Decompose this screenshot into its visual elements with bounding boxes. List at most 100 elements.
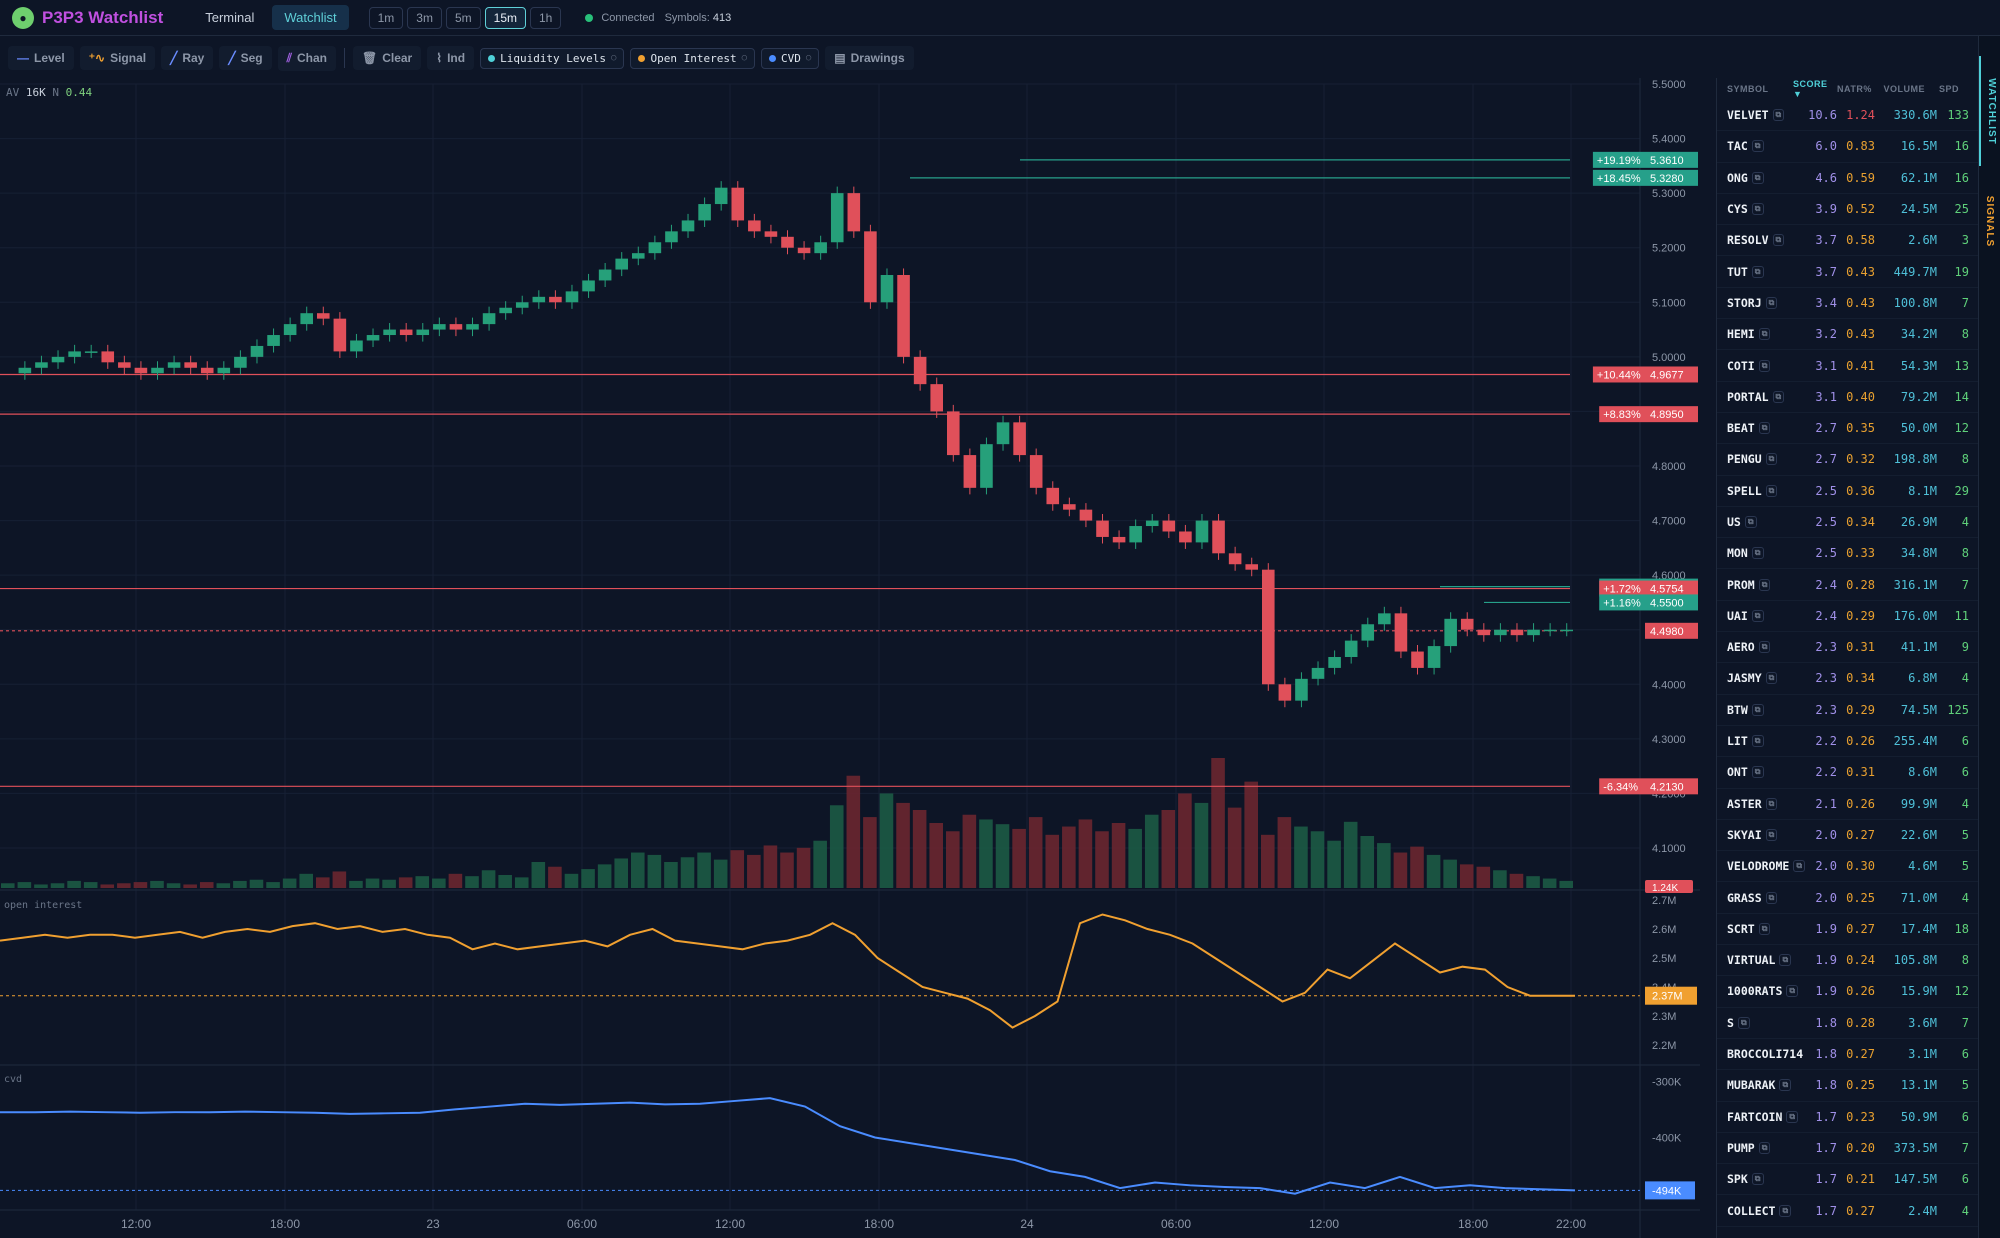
tab-watchlist-side[interactable]: WATCHLIST xyxy=(1979,56,2000,166)
copy-icon[interactable]: ⧉ xyxy=(1744,516,1757,528)
segment-tool-button[interactable]: ╱ Seg xyxy=(219,46,272,70)
copy-icon[interactable]: ⧉ xyxy=(1786,1110,1799,1123)
watchlist-row[interactable]: 1000RATS ⧉ 1.9 0.26 15.9M 12 xyxy=(1717,976,1978,1008)
watchlist-row[interactable]: COLLECT ⧉ 1.7 0.27 2.4M 4 xyxy=(1717,1195,1978,1227)
copy-icon[interactable]: ⧉ xyxy=(1758,641,1771,654)
watchlist-row[interactable]: PENGU ⧉ 2.7 0.32 198.8M 8 xyxy=(1717,444,1978,476)
drawings-button[interactable]: ▤ Drawings xyxy=(825,46,914,70)
watchlist-row[interactable]: TAC ⧉ 6.0 0.83 16.5M 16 xyxy=(1717,131,1978,163)
watchlist-row[interactable]: GRASS ⧉ 2.0 0.25 71.0M 4 xyxy=(1717,882,1978,914)
copy-icon[interactable]: ⧉ xyxy=(1737,1016,1750,1029)
copy-icon[interactable]: ⧉ xyxy=(1751,609,1764,622)
copy-icon[interactable]: ⧉ xyxy=(1751,140,1764,153)
open-interest-toggle[interactable]: Open Interest ○ xyxy=(630,47,755,69)
tab-signals-side[interactable]: SIGNALS xyxy=(1979,176,2000,266)
copy-icon[interactable]: ⧉ xyxy=(1751,265,1764,278)
copy-icon[interactable]: ⧉ xyxy=(1765,828,1778,841)
copy-icon[interactable]: ⧉ xyxy=(1772,234,1785,247)
copy-icon[interactable]: ⧉ xyxy=(1772,390,1785,403)
copy-icon[interactable]: ⧉ xyxy=(1758,328,1771,341)
level-tool-button[interactable]: — Level xyxy=(8,46,74,70)
clear-button[interactable]: 🗑︎ Clear xyxy=(352,46,422,70)
watchlist-row[interactable]: MON ⧉ 2.5 0.33 34.8M 8 xyxy=(1717,538,1978,570)
watchlist-row[interactable]: MUBARAK ⧉ 1.8 0.25 13.1M 5 xyxy=(1717,1070,1978,1102)
watchlist-row[interactable]: RESOLV ⧉ 3.7 0.58 2.6M 3 xyxy=(1717,225,1978,257)
ray-tool-button[interactable]: ╱ Ray xyxy=(161,46,214,70)
close-icon[interactable]: ○ xyxy=(611,53,617,63)
cvd-toggle[interactable]: CVD ○ xyxy=(760,47,820,69)
watchlist-row[interactable]: US ⧉ 2.5 0.34 26.9M 4 xyxy=(1717,507,1978,539)
watchlist-row[interactable]: JASMY ⧉ 2.3 0.34 6.8M 4 xyxy=(1717,663,1978,695)
timeframe-5m-button[interactable]: 5m xyxy=(445,6,481,29)
timeframe-1h-button[interactable]: 1h xyxy=(529,6,562,29)
copy-icon[interactable]: ⧉ xyxy=(1751,547,1764,560)
copy-icon[interactable]: ⧉ xyxy=(1758,578,1771,591)
timeframe-15m-button[interactable]: 15m xyxy=(484,6,526,29)
watchlist-row[interactable]: PROM ⧉ 2.4 0.28 316.1M 7 xyxy=(1717,569,1978,601)
copy-icon[interactable]: ⧉ xyxy=(1758,1141,1771,1154)
close-icon[interactable]: ○ xyxy=(805,53,812,63)
col-natr[interactable]: NATR% xyxy=(1837,84,1872,94)
timeframe-3m-button[interactable]: 3m xyxy=(407,6,442,29)
watchlist-row[interactable]: VELODROME ⧉ 2.0 0.30 4.6M 5 xyxy=(1717,851,1978,883)
copy-icon[interactable]: ⧉ xyxy=(1765,797,1778,810)
timeframe-1m-button[interactable]: 1m xyxy=(368,6,404,29)
copy-icon[interactable]: ⧉ xyxy=(1751,171,1764,184)
watchlist-row[interactable]: SKYAI ⧉ 2.0 0.27 22.6M 5 xyxy=(1717,820,1978,852)
col-symbol[interactable]: SYMBOL xyxy=(1727,84,1769,94)
liquidity-levels-toggle[interactable]: Liquidity Levels ○ xyxy=(480,47,625,69)
copy-icon[interactable]: ⧉ xyxy=(1765,891,1778,904)
watchlist-row[interactable]: AERO ⧉ 2.3 0.31 41.1M 9 xyxy=(1717,632,1978,664)
watchlist-row[interactable]: BEAT ⧉ 2.7 0.35 50.0M 12 xyxy=(1717,413,1978,445)
copy-icon[interactable]: ⧉ xyxy=(1779,954,1792,967)
tab-terminal[interactable]: Terminal xyxy=(205,10,255,25)
channel-tool-button[interactable]: ⫽ Chan xyxy=(277,45,336,71)
watchlist-row[interactable]: FARTCOIN ⧉ 1.7 0.23 50.9M 6 xyxy=(1717,1102,1978,1133)
copy-icon[interactable]: ⧉ xyxy=(1758,359,1771,372)
watchlist-row[interactable]: SCRT ⧉ 1.9 0.27 17.4M 18 xyxy=(1717,914,1978,946)
watchlist-row[interactable]: ONT ⧉ 2.2 0.31 8.6M 6 xyxy=(1717,757,1978,789)
watchlist-row[interactable]: BTW ⧉ 2.3 0.29 74.5M 125 xyxy=(1717,695,1978,726)
close-icon[interactable]: ○ xyxy=(741,53,747,63)
watchlist-row[interactable]: S ⧉ 1.8 0.28 3.6M 7 xyxy=(1717,1008,1978,1039)
copy-icon[interactable]: ⧉ xyxy=(1793,860,1806,873)
signal-tool-button[interactable]: ⁺∿ Signal xyxy=(79,46,156,70)
col-spd[interactable]: SPD xyxy=(1938,84,1959,94)
watchlist-row[interactable]: ONG ⧉ 4.6 0.59 62.1M 16 xyxy=(1717,163,1978,194)
watchlist-row[interactable]: VIRTUAL ⧉ 1.9 0.24 105.8M 8 xyxy=(1717,945,1978,977)
watchlist-row[interactable]: TUT ⧉ 3.7 0.43 449.7M 19 xyxy=(1717,256,1978,288)
watchlist-row[interactable]: SPK ⧉ 1.7 0.21 147.5M 6 xyxy=(1717,1164,1978,1196)
copy-icon[interactable]: ⧉ xyxy=(1751,735,1764,748)
col-score[interactable]: SCORE ▼ xyxy=(1793,79,1828,99)
watchlist-row[interactable]: CYS ⧉ 3.9 0.52 24.5M 25 xyxy=(1717,194,1978,226)
copy-icon[interactable]: ⧉ xyxy=(1772,109,1785,122)
copy-icon[interactable]: ⧉ xyxy=(1765,453,1778,466)
copy-icon[interactable]: ⧉ xyxy=(1758,422,1771,435)
watchlist-row[interactable]: COTI ⧉ 3.1 0.41 54.3M 13 xyxy=(1717,350,1978,382)
copy-icon[interactable]: ⧉ xyxy=(1751,703,1764,716)
indicators-button[interactable]: ⌇ Ind xyxy=(427,46,475,70)
copy-icon[interactable]: ⧉ xyxy=(1765,484,1778,497)
copy-icon[interactable]: ⧉ xyxy=(1751,1173,1764,1186)
tab-watchlist[interactable]: Watchlist xyxy=(272,5,349,30)
copy-icon[interactable]: ⧉ xyxy=(1751,766,1764,779)
watchlist-row[interactable]: BROCCOLI714⧉ 1.8 0.27 3.1M 6 xyxy=(1717,1039,1978,1071)
copy-icon[interactable]: ⧉ xyxy=(1786,985,1799,998)
watchlist-row[interactable]: VELVET ⧉ 10.6 1.24 330.6M 133 xyxy=(1717,100,1978,132)
watchlist-row[interactable]: PUMP ⧉ 1.7 0.20 373.5M 7 xyxy=(1717,1133,1978,1165)
copy-icon[interactable]: ⧉ xyxy=(1765,296,1778,309)
watchlist-row[interactable]: LIT ⧉ 2.2 0.26 255.4M 6 xyxy=(1717,726,1978,758)
watchlist-row[interactable]: STORJ ⧉ 3.4 0.43 100.8M 7 xyxy=(1717,288,1978,320)
price-chart[interactable]: 5.50005.40005.30005.20005.10005.00004.90… xyxy=(0,78,1700,1238)
watchlist-row[interactable]: ASTER ⧉ 2.1 0.26 99.9M 4 xyxy=(1717,789,1978,820)
col-volume[interactable]: VOLUME xyxy=(1883,84,1925,94)
watchlist-row[interactable]: HEMI ⧉ 3.2 0.43 34.2M 8 xyxy=(1717,319,1978,351)
watchlist-row[interactable]: SPELL ⧉ 2.5 0.36 8.1M 29 xyxy=(1717,476,1978,507)
copy-icon[interactable]: ⧉ xyxy=(1765,672,1778,685)
copy-icon[interactable]: ⧉ xyxy=(1751,203,1764,216)
copy-icon[interactable]: ⧉ xyxy=(1758,922,1771,935)
copy-icon[interactable]: ⧉ xyxy=(1779,1079,1792,1092)
copy-icon[interactable]: ⧉ xyxy=(1779,1204,1792,1217)
watchlist-row[interactable]: UAI ⧉ 2.4 0.29 176.0M 11 xyxy=(1717,601,1978,633)
watchlist-row[interactable]: PORTAL ⧉ 3.1 0.40 79.2M 14 xyxy=(1717,382,1978,413)
